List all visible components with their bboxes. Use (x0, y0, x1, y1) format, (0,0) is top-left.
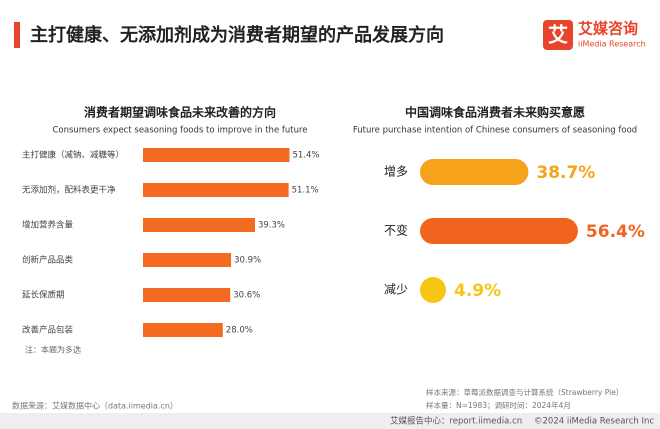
title-accent (14, 22, 20, 48)
value-label: 38.7% (536, 163, 595, 183)
category-label: 改善产品包装 (22, 325, 74, 336)
value-label: 30.9% (234, 256, 261, 266)
bar (420, 218, 578, 244)
bar (420, 159, 529, 185)
footer-bar (0, 413, 660, 429)
chart-title: 消费者期望调味食品未来改善的方向 (84, 105, 276, 120)
logo-mark-box (543, 20, 573, 50)
sample-size: 样本量：N=1983；调研时间：2024年4月 (426, 400, 571, 410)
value-label: 56.4% (586, 222, 645, 242)
value-label: 4.9% (454, 281, 501, 301)
bar (143, 218, 256, 232)
category-label: 无添加剂，配料表更干净 (22, 185, 116, 196)
chart-subtitle: Future purchase intention of Chinese con… (353, 126, 637, 136)
copyright: ©2024 iiMedia Research Inc (534, 417, 654, 427)
category-label: 延长保质期 (22, 290, 65, 301)
footer-source: 数据来源：艾媒数据中心（data.iimedia.cn） (12, 401, 178, 411)
bar (143, 323, 223, 337)
bar (143, 288, 231, 302)
logo-en: iiMedia Research (578, 40, 646, 49)
bar (143, 253, 232, 267)
chart-subtitle: Consumers expect seasoning foods to impr… (52, 126, 307, 136)
bar (143, 148, 290, 162)
value-label: 51.1% (292, 186, 319, 196)
value-label: 28.0% (226, 326, 253, 336)
bar (420, 277, 446, 303)
category-label: 增加营养含量 (22, 220, 74, 231)
page-title: 主打健康、无添加剂成为消费者期望的产品发展方向 (30, 24, 444, 46)
report-center: 艾媒报告中心：report.iimedia.cn (390, 416, 522, 427)
value-label: 51.4% (292, 151, 319, 161)
category-label: 不变 (384, 223, 408, 238)
value-label: 39.3% (258, 221, 285, 231)
category-label: 减少 (384, 283, 408, 297)
category-label: 主打健康（减钠、减糖等） (22, 150, 124, 161)
sample-source: 样本来源：草莓派数据调查与计算系统（Strawberry Pie） (426, 387, 623, 397)
logo-cn: 艾媒咨询 (578, 20, 638, 38)
note: 注：本题为多选 (25, 345, 81, 355)
logo-mark: 艾 (548, 23, 568, 47)
category-label: 创新产品品类 (22, 255, 74, 266)
category-label: 增多 (384, 165, 408, 179)
value-label: 30.6% (233, 291, 260, 301)
bar (143, 183, 289, 197)
chart-title: 中国调味食品消费者未来购买意愿 (405, 105, 585, 120)
